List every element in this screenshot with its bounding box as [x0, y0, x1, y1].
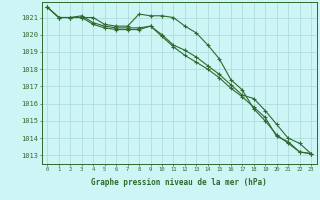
X-axis label: Graphe pression niveau de la mer (hPa): Graphe pression niveau de la mer (hPa)	[91, 178, 267, 187]
